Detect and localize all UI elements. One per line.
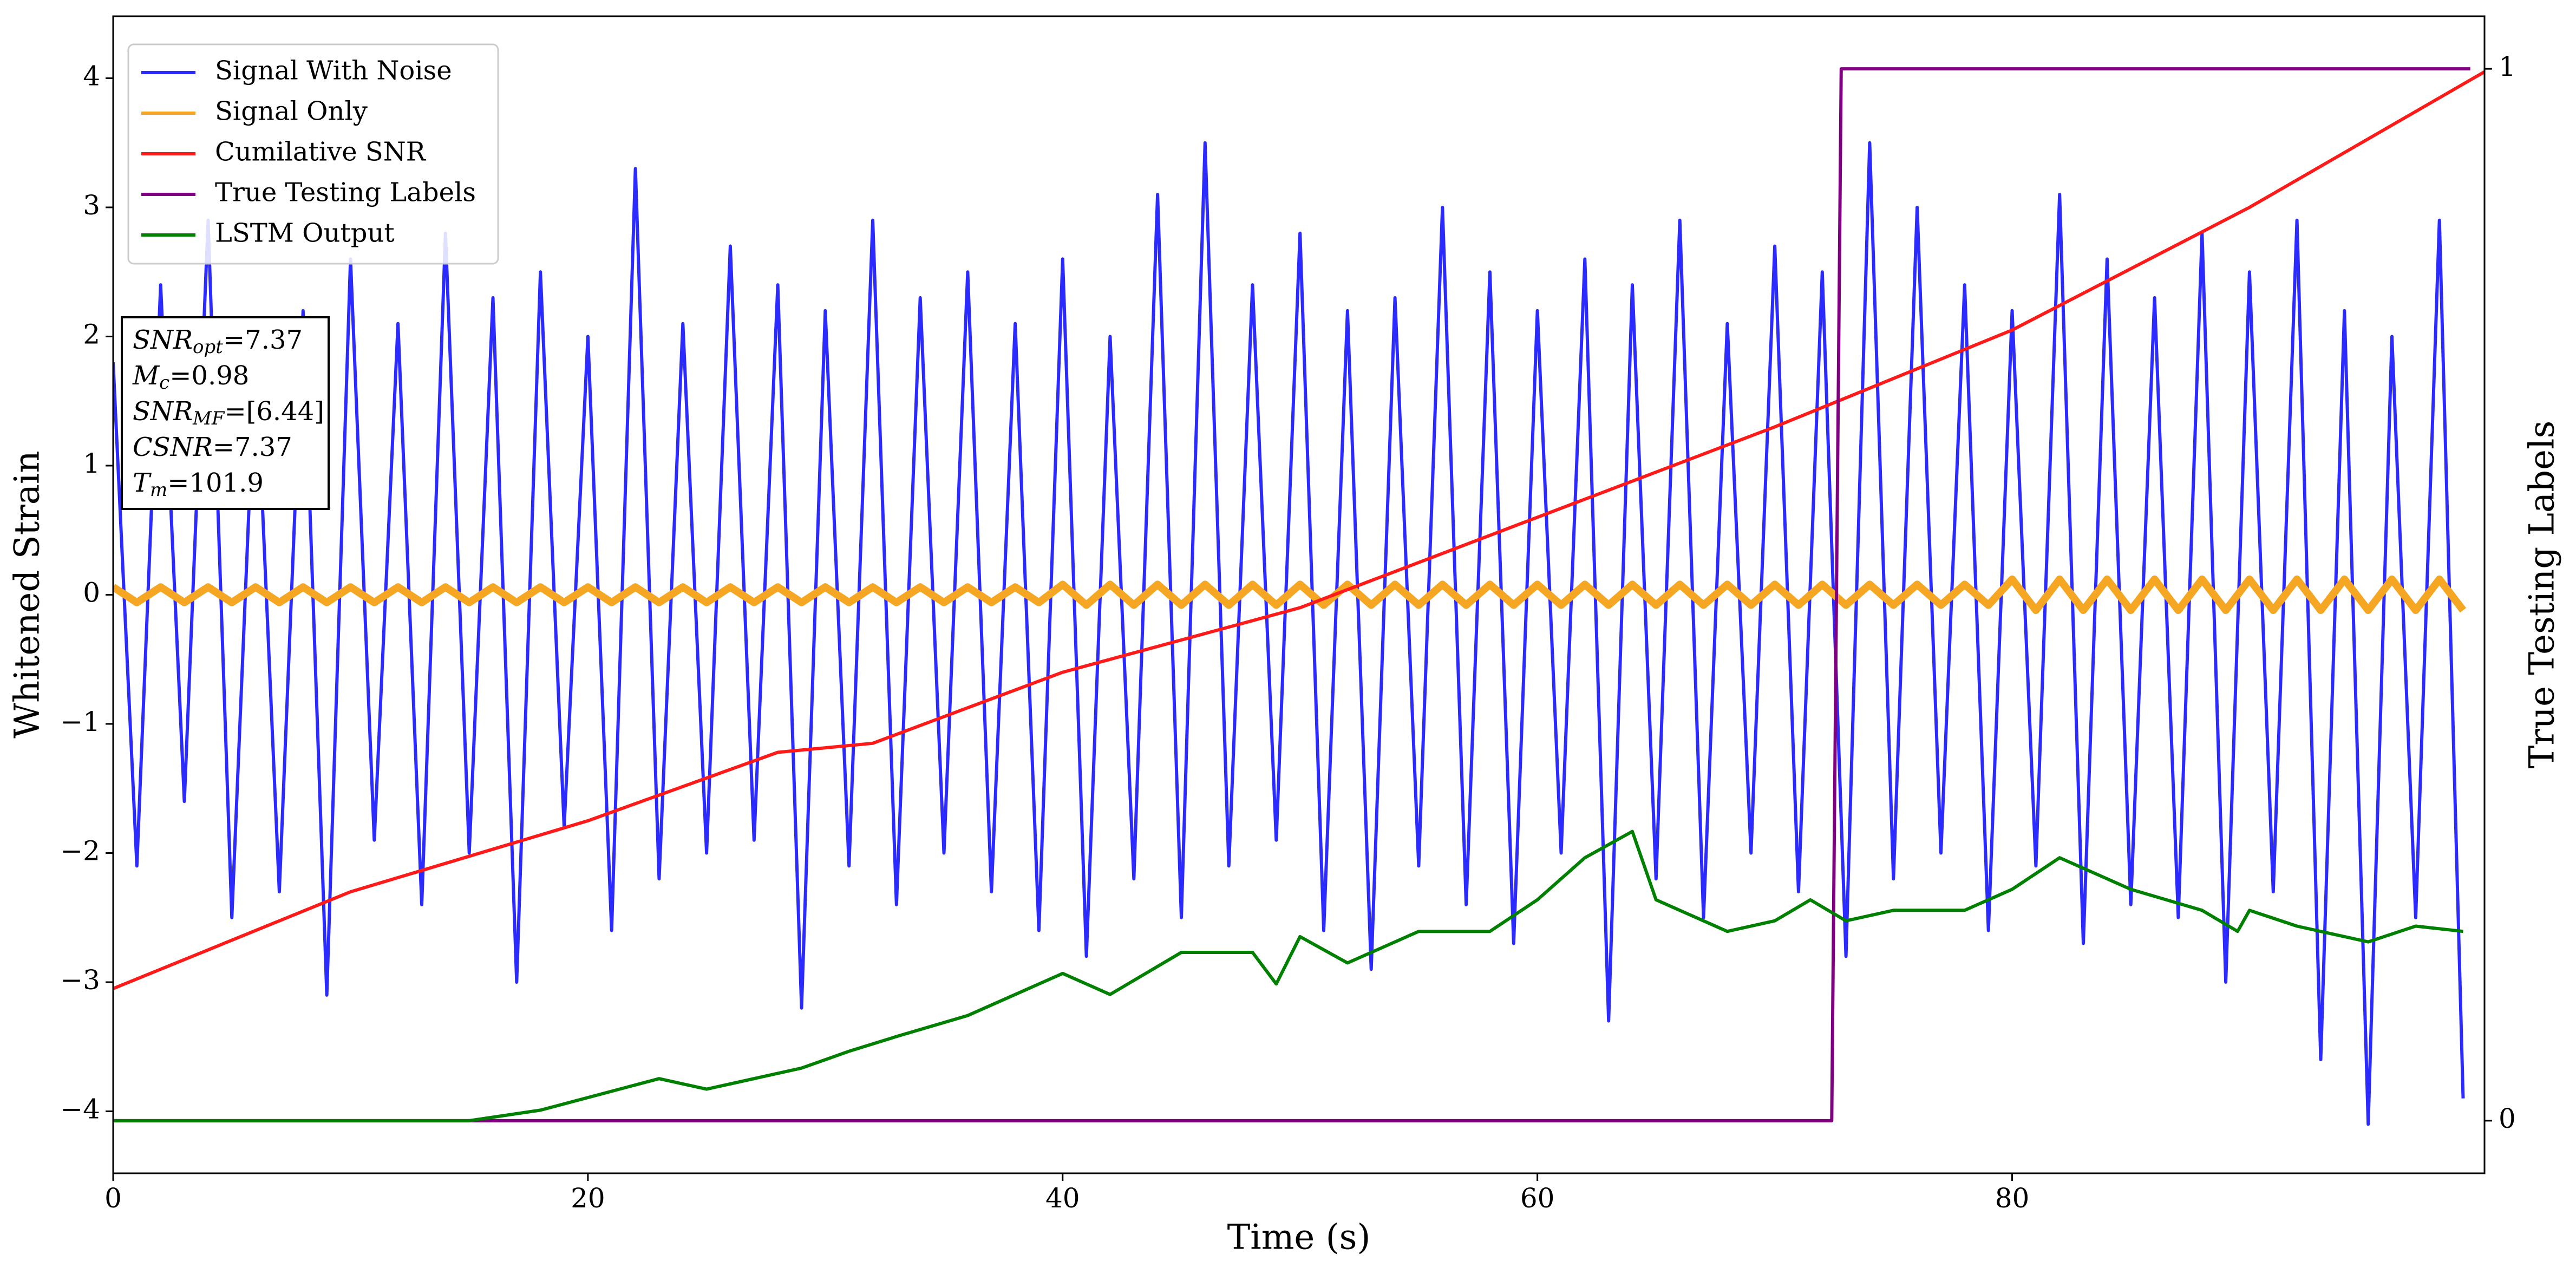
series-line	[113, 829, 2463, 1122]
y2-axis-label: True Testing Labels	[2522, 421, 2562, 769]
y-tick-label: 1	[83, 448, 100, 479]
y2-tick-label: 0	[2499, 1103, 2516, 1134]
legend-label: Signal Only	[215, 96, 368, 127]
annotation-var: M	[132, 361, 160, 391]
series-line	[113, 575, 2467, 615]
annotation-sub: m	[150, 479, 167, 501]
annotation: Mc=0.98	[132, 361, 249, 394]
annotation-var: T	[133, 468, 152, 498]
series-line	[113, 67, 2470, 1122]
annotation-box	[121, 316, 330, 510]
y-tick-label: −2	[60, 835, 100, 867]
legend-label: Signal With Noise	[215, 56, 452, 86]
x-tick-label: 20	[571, 1182, 605, 1214]
y-tick-label: −4	[60, 1094, 100, 1125]
legend-label: LSTM Output	[215, 218, 395, 249]
annotation-value: =[6.44]	[224, 396, 324, 427]
x-axis-label: Time (s)	[1227, 1218, 1371, 1258]
x-tick-label: 0	[104, 1182, 122, 1214]
annotation-var: SNR	[133, 325, 193, 355]
annotation-value: =101.9	[167, 468, 264, 498]
annotation-var: SNR	[133, 396, 193, 427]
y-tick-label: 2	[83, 318, 100, 350]
y-tick-label: 4	[83, 60, 100, 92]
annotation: Tm=101.9	[133, 468, 264, 501]
y-tick-label: 3	[83, 190, 100, 221]
y2-tick-label: 1	[2499, 51, 2516, 82]
series-line	[113, 141, 2465, 1126]
legend-label: Cumilative SNR	[215, 137, 427, 167]
y-axis-label: Whitened Strain	[8, 450, 48, 738]
annotation-value: =7.37	[223, 325, 303, 355]
annotation-sub: MF	[192, 408, 225, 429]
annotation-value: =7.37	[213, 432, 292, 462]
legend-box	[127, 43, 499, 265]
annotation: CSNR=7.37	[133, 432, 292, 462]
annotation: SNRopt=7.37	[133, 325, 303, 358]
legend-label: True Testing Labels	[215, 178, 476, 208]
annotation: SNRMF=[6.44]	[133, 396, 324, 430]
y-tick-label: −1	[60, 706, 100, 737]
series-line	[113, 70, 2485, 990]
x-tick-label: 60	[1520, 1182, 1555, 1214]
x-tick-label: 80	[1995, 1182, 2030, 1214]
annotation-value: =0.98	[169, 361, 249, 391]
x-tick-label: 40	[1045, 1182, 1080, 1214]
annotation-sub: c	[159, 372, 169, 394]
annotation-sub: opt	[193, 336, 223, 358]
y-tick-label: 0	[83, 577, 100, 609]
annotation-var: CSNR	[133, 432, 213, 462]
y-tick-label: −3	[60, 964, 100, 996]
